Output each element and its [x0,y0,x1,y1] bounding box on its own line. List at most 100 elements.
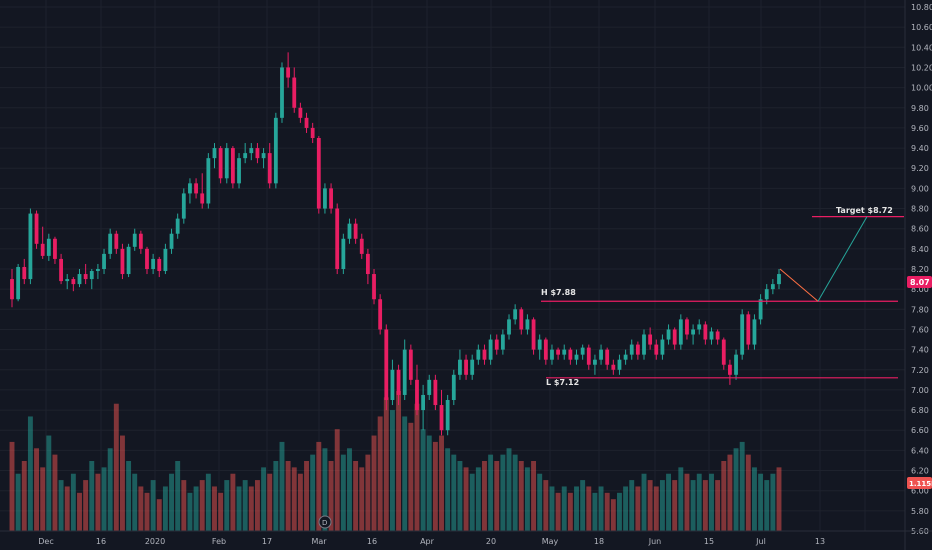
volume-bar [389,410,395,531]
candle-body [102,253,106,269]
candle-body [188,183,192,194]
price-tick-label: 6.80 [911,406,929,415]
price-tick-label: 10.20 [911,63,932,72]
candle-body [543,339,548,360]
volume-bar [218,492,224,531]
candle-body [359,238,364,254]
candle-body [642,334,646,355]
volume-bar [758,473,764,531]
candle-body [335,208,340,269]
volume-bar [9,441,15,531]
candle-body [249,148,254,154]
volume-bar [580,480,586,531]
volume-bar [402,416,408,531]
candle-body [53,238,57,259]
volume-bar [709,473,714,531]
candle-body [617,359,622,370]
candle-body [402,349,407,395]
event-marker[interactable] [318,515,332,529]
candle-body [752,319,757,345]
volume-bar [353,461,359,531]
candle-body [341,238,346,269]
candle-body [415,379,419,411]
price-tick-label: 10.60 [911,23,932,32]
volume-bar [672,480,678,531]
candle-body [280,67,284,118]
volume-bar [328,461,334,531]
volume-bar [144,492,150,531]
volume-bar [261,467,267,531]
volume-bars [9,391,782,531]
volume-bar [162,486,168,531]
candle-body [623,354,628,360]
candle-body [740,314,745,355]
candle-body [181,193,186,219]
candle-body [421,394,426,411]
candle-body [34,213,39,244]
volume-bar [653,486,659,531]
time-tick-label: Mar [311,537,327,546]
candle-body [445,400,450,431]
volume-bar [212,486,217,531]
candle-body [316,138,321,209]
price-tick-label: 10.80 [911,3,932,12]
candle-body [323,188,327,209]
candle-body [525,319,530,330]
candle-body [22,266,27,280]
volume-bar [169,473,174,531]
candle-body [464,359,468,375]
candle-body [697,324,702,330]
volume-bar [598,486,604,531]
price-tick-label: 6.00 [911,487,929,496]
candle-body [132,233,137,247]
candle-body [261,153,266,159]
volume-bar [377,416,383,531]
price-candles [10,52,781,436]
candle-body [114,233,119,249]
volume-bar [641,473,647,531]
volume-bar [383,397,389,531]
time-tick-label: 20 [486,537,496,546]
price-tick-label: 5.80 [911,507,929,516]
volume-bar [414,403,420,531]
volume-bar [408,422,414,531]
volume-bar [432,441,438,531]
volume-bar [543,480,549,531]
volume-bar [604,492,610,531]
candle-body [599,349,603,360]
candle-body [365,253,370,275]
candle-body [488,339,493,360]
volume-bar [764,480,770,531]
time-tick-label: 15 [704,537,714,546]
volume-bar [279,441,285,531]
candle-body [470,359,475,375]
time-axis[interactable]: Dec 16 2020 Feb 17 Mar 16 Apr 20 May 18 Jun 15 Jul 13 [0,530,932,546]
volume-bar [58,480,64,531]
time-tick-label: 13 [815,537,825,546]
candle-body [230,148,235,184]
volume-bar [574,486,579,531]
candle-body [537,339,542,350]
price-tick-label: 10.40 [911,43,932,52]
candle-body [329,188,333,209]
volume-bar [297,473,303,531]
volume-bar [236,486,242,531]
volume-bar [334,429,340,531]
candle-body [40,243,45,256]
volume-bar [531,461,537,531]
time-tick-label: 16 [96,537,106,546]
candle-body [396,369,401,395]
price-tick-label: 9.60 [911,124,929,133]
volume-bar [83,480,89,531]
volume-bar [727,454,733,531]
candle-body [218,148,223,179]
volume-bar [561,486,567,531]
price-tick-label: 6.40 [911,446,929,455]
candle-body [310,127,315,138]
low-level-label: L $7.12 [546,378,579,387]
candle-body [654,344,659,355]
price-axis[interactable]: 10.80 10.60 10.40 10.20 10.00 9.80 9.60 9.40 9.2… [904,0,932,550]
volume-bar [150,480,156,531]
volume-bar [359,467,365,531]
